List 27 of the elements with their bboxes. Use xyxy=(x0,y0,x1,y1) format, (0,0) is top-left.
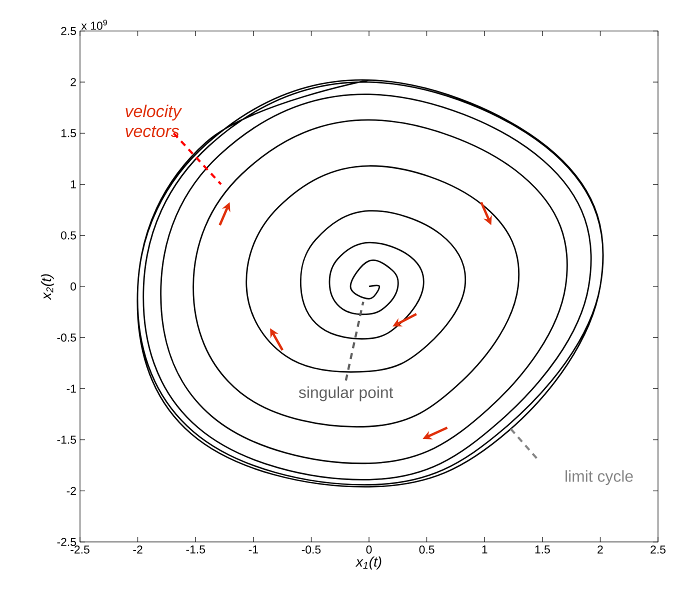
annotation: limit cycle xyxy=(566,470,633,486)
x-tick-label: -1.5 xyxy=(186,546,205,554)
y-tick-label: 1.5 xyxy=(61,129,76,138)
annotation: velocity vectors xyxy=(126,104,182,138)
y-tick-label: 1 xyxy=(70,180,76,188)
x-tick-label: 2.5 xyxy=(650,546,666,554)
x-tick-label: -0.5 xyxy=(302,546,321,554)
y-tick-label: -2.5 xyxy=(57,538,76,546)
y-tick-label: -1 xyxy=(66,384,76,393)
y-tick-label: -1.5 xyxy=(57,436,76,444)
x-tick-label: -1 xyxy=(248,546,258,554)
y-tick-label: -0.5 xyxy=(57,334,76,342)
text: x 10$^{9}$ xyxy=(81,20,107,30)
x-tick-label: 1.5 xyxy=(535,546,550,554)
y-tick-label: 2.5 xyxy=(61,26,76,36)
y-tick-label: -2 xyxy=(66,486,76,495)
y-tick-label: 2 xyxy=(70,78,76,86)
y-axis-title: x$_{2}$(t) xyxy=(40,274,54,300)
x-tick-label: 0.5 xyxy=(419,546,434,554)
annotation: singular point xyxy=(298,386,394,402)
x-tick-label: 0 xyxy=(366,546,372,554)
y-tick-label: 0.5 xyxy=(61,231,76,240)
x-tick-label: 2 xyxy=(598,546,603,554)
y-tick-label: 0 xyxy=(70,282,76,291)
x-tick-label: 1 xyxy=(482,546,488,554)
x-axis-title: x$_{1}$(t) xyxy=(355,556,382,570)
x-tick-label: -2 xyxy=(133,546,142,554)
